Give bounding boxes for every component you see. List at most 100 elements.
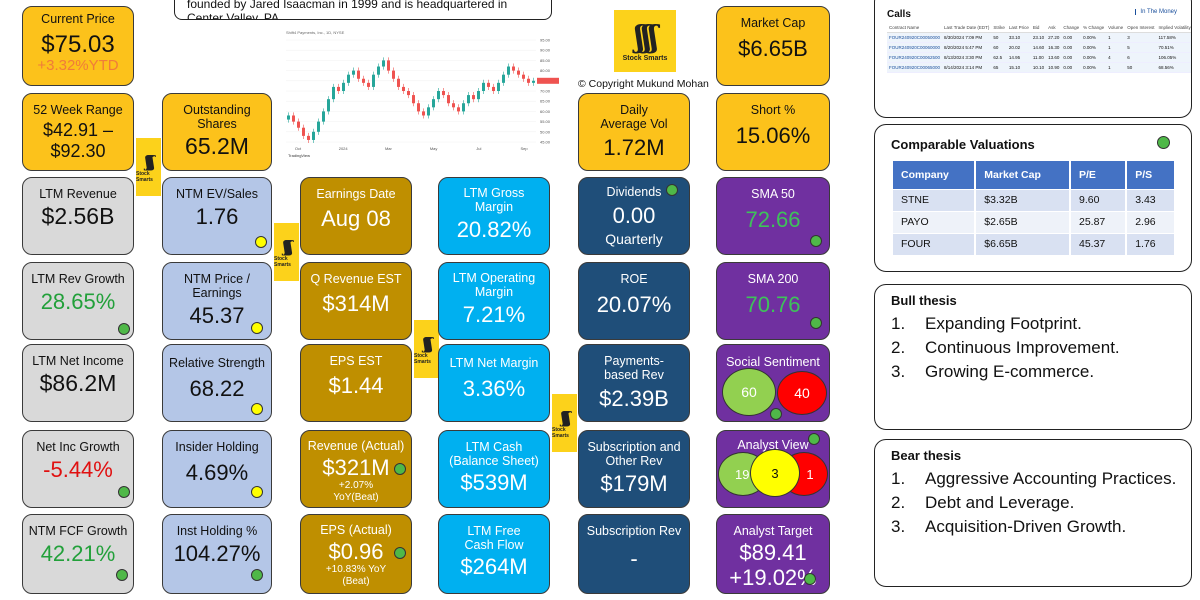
market-cap-tile: Market Cap $6.65B [716,6,830,86]
candle-body [457,107,460,112]
calls-header-cell: % Change [1081,23,1107,33]
sma200-tile: SMA 200 70.76 [716,262,830,340]
current-price-tile: Current Price $75.03 +3.32%YTD [22,6,134,86]
candle-body [297,121,300,128]
contract-link[interactable]: FOUR240920C00062500 [887,52,943,63]
y-tick-label: 45.00 [540,140,551,145]
calls-header-cell: Change [1061,23,1082,33]
label: NTM Price / Earnings [184,272,250,300]
subscription-other-rev-tile: Subscription and Other Rev $179M [578,430,690,508]
subscription-rev-tile: Subscription Rev - [578,514,690,594]
fcf-value: $264M [460,554,528,579]
candle-body [357,70,360,79]
status-dot-green [666,184,678,196]
label: SMA 50 [751,187,795,201]
candle-body [397,78,400,87]
calls-header-cell: Open Interest [1125,23,1157,33]
candle-body [367,82,370,87]
bull-thesis-item-number: 1. [891,314,906,333]
relative-strength-value: 68.22 [189,376,245,401]
operating-margin-tile: LTM Operating Margin 7.21% [438,262,550,340]
calls-table: Contract Name Last Trade Date (EDT) Strike… [887,23,1191,73]
q-revenue-est-value: $314M [322,291,390,316]
label: NTM EV/Sales [176,187,258,201]
calls-cell: 16.30 [1046,42,1062,53]
status-dot-green [118,486,130,498]
inst-holding-tile: Inst Holding % 104.27% [162,514,272,594]
candle-body [342,82,345,91]
bear-thesis-panel: Bear thesis 1. Aggressive Accounting Prac… [874,439,1192,587]
calls-row[interactable]: FOUR240920C00060000 8/20/2024 5:47 PM 60 20… [887,42,1191,53]
bear-thesis-item: 1. Aggressive Accounting Practices. [891,467,1191,491]
bull-thesis-item-number: 3. [891,362,906,381]
calls-cell: 8/13/2024 3:30 PM [942,52,992,63]
y-tick-label: 65.00 [540,99,551,104]
y-tick-label: 80.00 [540,68,551,73]
logo-mark: ʃʃʃ [634,20,659,55]
calls-cell: 117.58% [1156,32,1191,43]
ntm-pe-tile: NTM Price / Earnings 45.37 [162,262,272,340]
calls-cell: 50 [1125,62,1157,73]
revenue-actual-value: $321M [322,455,390,480]
calls-header-cell: Last Trade Date (EDT) [942,23,992,33]
bear-thesis-item-text: Aggressive Accounting Practices. [925,469,1177,488]
y-tick-label: 95.00 [540,38,551,43]
calls-cell: 3 [1125,32,1157,43]
price-chart-svg: Shift4 Payments, Inc., 1D, NYSE 95.00 90.0… [282,26,564,160]
label: Relative Strength [169,356,265,370]
label: Analyst View [737,438,809,452]
ntm-ev-sales-tile: NTM EV/Sales 1.76 [162,177,272,255]
calls-row[interactable]: FOUR240920C00062500 8/13/2024 3:30 PM 62.5… [887,52,1191,63]
comparables-header-cell: Market Cap [975,161,1071,189]
in-the-money-tag[interactable]: In The Money [1135,9,1177,15]
bull-thesis-item-number: 2. [891,338,906,357]
candle-body [387,60,390,71]
sma50-value: 72.66 [745,207,801,232]
candle-body [337,86,340,91]
bull-thesis-item: 3. Growing E-commerce. [891,360,1191,384]
52-week-range-value: $42.91 – $92.30 [42,120,114,161]
logo-mark: ʃʃʃ [561,407,571,427]
ltm-revenue-tile: LTM Revenue $2.56B [22,177,134,255]
analyst-buy-count: 19 [735,466,750,482]
status-dot-green [1157,136,1170,149]
calls-row[interactable]: FOUR240920C00050000 8/30/2024 7:09 PM 50 33… [887,32,1191,43]
bull-thesis-title: Bull thesis [891,293,957,308]
contract-link[interactable]: FOUR240920C00050000 [887,32,943,43]
comparables-cell: 25.87 [1069,210,1128,233]
label: LTM Free Cash Flow [464,524,524,552]
label: EPS EST [329,354,383,368]
calls-row[interactable]: FOUR240920C00065000 8/14/2024 3:14 PM 65 15… [887,62,1191,73]
roe-value: 20.07% [596,292,672,317]
calls-header-cell: Volume [1106,23,1126,33]
calls-header-cell: Strike [991,23,1007,33]
candle-body [447,95,450,104]
candle-body [502,74,505,83]
candle-body [452,103,455,108]
eps-est-value: $1.44 [328,373,384,398]
candle-body [482,82,485,91]
candle-body [462,103,465,112]
calls-cell: 68.56% [1156,62,1191,73]
gross-margin-tile: LTM Gross Margin 20.82% [438,177,550,255]
y-tick-label: 60.00 [540,109,551,114]
contract-link[interactable]: FOUR240920C00060000 [887,42,943,53]
company-note-text: founded by Jared Isaacman in 1999 and is… [187,0,508,20]
status-dot-green [394,463,406,475]
outstanding-shares-value: 65.2M [185,133,249,159]
comparables-cell: PAYO [893,210,977,233]
bear-thesis-item-number: 1. [891,469,906,488]
revenue-actual-yoy: +2.07% YoY(Beat) [333,480,379,503]
contract-link[interactable]: FOUR240920C00065000 [887,62,943,73]
candle-body [522,74,525,79]
stock-smarts-logo: ʃʃʃ Stock Smarts [136,138,161,196]
label: Inst Holding % [176,524,258,538]
ntm-fcf-growth-value: 42.21% [40,541,116,566]
net-inc-growth-value: -5.44% [43,457,113,482]
bull-thesis-panel: Bull thesis 1. Expanding Footprint. 2. Cont… [874,284,1192,430]
ntm-pe-value: 45.37 [189,303,245,328]
dividends-frequency: Quarterly [605,231,663,247]
fcf-tile: LTM Free Cash Flow $264M [438,514,550,594]
x-tick-label: Jul [476,146,481,151]
calls-header-cell: Ask [1046,23,1062,33]
